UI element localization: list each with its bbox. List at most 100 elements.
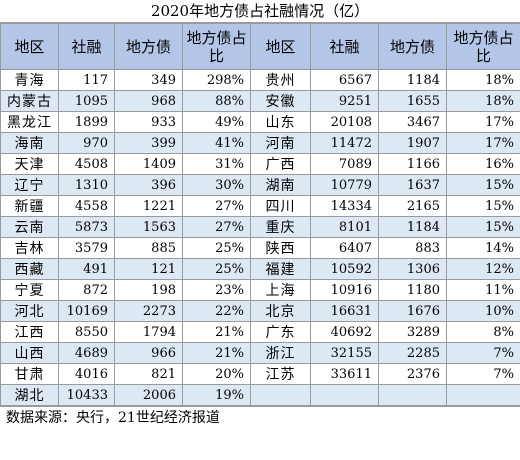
table-cell: 黑龙江 bbox=[0, 111, 59, 133]
table-cell: 江西 bbox=[0, 321, 59, 343]
table-cell: 湖南 bbox=[250, 174, 311, 196]
table-cell: 11% bbox=[446, 279, 520, 301]
table-cell: 10592 bbox=[310, 258, 379, 280]
table-cell: 20% bbox=[182, 363, 251, 385]
table-cell: 872 bbox=[58, 279, 115, 301]
table-cell: 821 bbox=[114, 363, 183, 385]
table-cell: 4016 bbox=[58, 363, 115, 385]
table-cell: 1221 bbox=[114, 195, 183, 217]
table-cell: 25% bbox=[182, 237, 251, 259]
table-cell: 1655 bbox=[378, 90, 447, 112]
table-cell: 885 bbox=[114, 237, 183, 259]
table-cell: 11472 bbox=[310, 132, 379, 154]
table-title: 2020年地方债占社融情况（亿） bbox=[0, 0, 520, 23]
table-cell: 30% bbox=[182, 174, 251, 196]
column-header: 地方债 bbox=[114, 23, 183, 70]
table-cell: 1794 bbox=[114, 321, 183, 343]
table-cell: 25% bbox=[182, 258, 251, 280]
table-cell: 21% bbox=[182, 342, 251, 364]
table-cell: 10% bbox=[446, 300, 520, 322]
table-cell: 19% bbox=[182, 384, 251, 406]
table-cell: 20108 bbox=[310, 111, 379, 133]
table-cell: 15% bbox=[446, 216, 520, 238]
table-cell: 399 bbox=[114, 132, 183, 154]
table-cell: 山东 bbox=[250, 111, 311, 133]
table-cell: 江苏 bbox=[250, 363, 311, 385]
table-cell: 河南 bbox=[250, 132, 311, 154]
table-cell: 41% bbox=[182, 132, 251, 154]
table-cell: 298% bbox=[182, 69, 251, 91]
table-cell: 湖北 bbox=[0, 384, 59, 406]
column-header: 地区 bbox=[250, 23, 311, 70]
table-cell: 1184 bbox=[378, 216, 447, 238]
table-cell: 16631 bbox=[310, 300, 379, 322]
table-cell: 396 bbox=[114, 174, 183, 196]
table-cell bbox=[310, 384, 379, 406]
table-row: 山西 4689 966 21% 浙江 32155 2285 7% bbox=[0, 342, 520, 364]
table-cell: 23% bbox=[182, 279, 251, 301]
table-cell: 1180 bbox=[378, 279, 447, 301]
table-cell: 966 bbox=[114, 342, 183, 364]
column-header: 地方债 bbox=[378, 23, 447, 70]
table-cell: 辽宁 bbox=[0, 174, 59, 196]
table-cell: 海南 bbox=[0, 132, 59, 154]
table-cell: 27% bbox=[182, 195, 251, 217]
table-row: 西藏 491 121 25% 福建 10592 1306 12% bbox=[0, 258, 520, 280]
table-cell: 88% bbox=[182, 90, 251, 112]
column-header: 社融 bbox=[310, 23, 379, 70]
table-cell: 6567 bbox=[310, 69, 379, 91]
table-cell: 117 bbox=[58, 69, 115, 91]
table-cell: 北京 bbox=[250, 300, 311, 322]
table-cell: 7% bbox=[446, 342, 520, 364]
table-cell: 青海 bbox=[0, 69, 59, 91]
table-row: 青海 117 349 298% 贵州 6567 1184 18% bbox=[0, 69, 520, 91]
table-cell: 9251 bbox=[310, 90, 379, 112]
table-cell: 重庆 bbox=[250, 216, 311, 238]
table-cell: 广西 bbox=[250, 153, 311, 175]
table-cell: 1907 bbox=[378, 132, 447, 154]
table-row: 江西 8550 1794 21% 广东 40692 3289 8% bbox=[0, 321, 520, 343]
table-cell: 17% bbox=[446, 111, 520, 133]
table-row: 内蒙古 1095 968 88% 安徽 9251 1655 18% bbox=[0, 90, 520, 112]
table-cell: 2273 bbox=[114, 300, 183, 322]
table-cell: 933 bbox=[114, 111, 183, 133]
table-row: 辽宁 1310 396 30% 湖南 10779 1637 15% bbox=[0, 174, 520, 196]
table-cell: 32155 bbox=[310, 342, 379, 364]
table-cell: 198 bbox=[114, 279, 183, 301]
table-cell: 15% bbox=[446, 195, 520, 217]
table-cell: 27% bbox=[182, 216, 251, 238]
table-row: 云南 5873 1563 27% 重庆 8101 1184 15% bbox=[0, 216, 520, 238]
table-cell: 1676 bbox=[378, 300, 447, 322]
table-row: 湖北 10433 2006 19% bbox=[0, 384, 520, 406]
table-cell: 968 bbox=[114, 90, 183, 112]
header-row: 地区 社融 地方债 地方债占比 地区 社融 地方债 地方债占比 bbox=[0, 23, 520, 70]
column-header: 地区 bbox=[0, 23, 59, 70]
column-header: 地方债占比 bbox=[446, 23, 520, 70]
table-cell: 1095 bbox=[58, 90, 115, 112]
table-cell: 6407 bbox=[310, 237, 379, 259]
table-cell: 2376 bbox=[378, 363, 447, 385]
column-header: 社融 bbox=[58, 23, 115, 70]
table-cell: 1166 bbox=[378, 153, 447, 175]
table-cell: 广东 bbox=[250, 321, 311, 343]
table-cell: 15% bbox=[446, 174, 520, 196]
table-cell: 10433 bbox=[58, 384, 115, 406]
table-cell: 3289 bbox=[378, 321, 447, 343]
table-cell bbox=[378, 384, 447, 406]
table-cell: 3467 bbox=[378, 111, 447, 133]
table-cell: 2165 bbox=[378, 195, 447, 217]
table-cell: 349 bbox=[114, 69, 183, 91]
table-cell: 970 bbox=[58, 132, 115, 154]
table-cell: 10779 bbox=[310, 174, 379, 196]
table-row: 河北 10169 2273 22% 北京 16631 1676 10% bbox=[0, 300, 520, 322]
table-row: 黑龙江 1899 933 49% 山东 20108 3467 17% bbox=[0, 111, 520, 133]
table-cell bbox=[446, 384, 520, 406]
table-cell: 内蒙古 bbox=[0, 90, 59, 112]
table-cell: 10169 bbox=[58, 300, 115, 322]
table-cell bbox=[250, 384, 311, 406]
table-cell: 10916 bbox=[310, 279, 379, 301]
table-row: 海南 970 399 41% 河南 11472 1907 17% bbox=[0, 132, 520, 154]
table-cell: 宁夏 bbox=[0, 279, 59, 301]
table-cell: 14% bbox=[446, 237, 520, 259]
